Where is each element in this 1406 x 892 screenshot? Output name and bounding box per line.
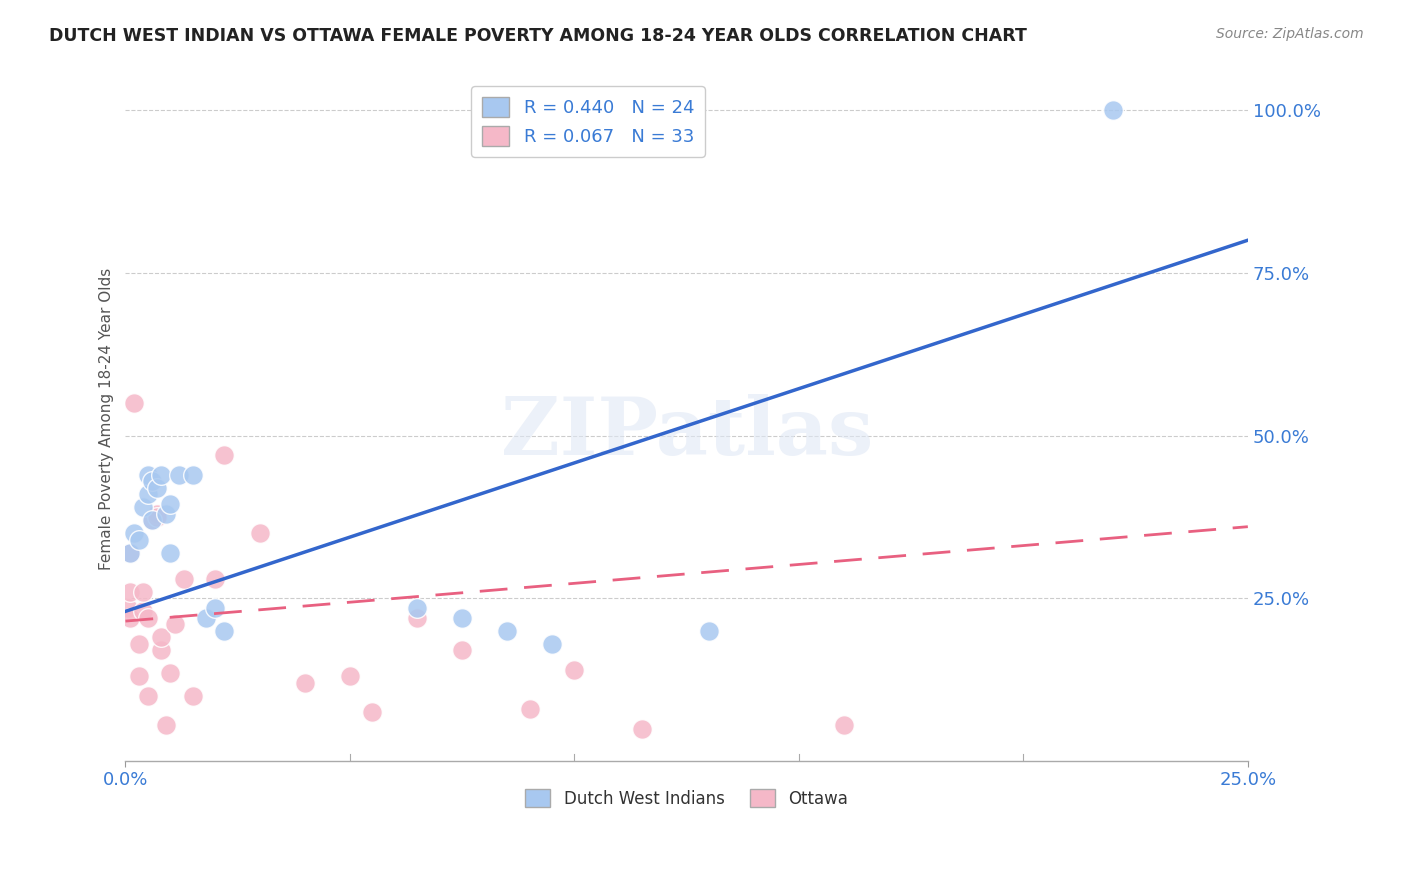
Point [136, 487, 159, 501]
Point [212, 448, 235, 462]
Point [155, 507, 177, 521]
Point [451, 643, 474, 657]
Point [195, 611, 218, 625]
Point [132, 500, 155, 515]
Point [117, 601, 139, 615]
Point [146, 510, 169, 524]
Point [496, 624, 519, 638]
Point [169, 467, 191, 482]
Point [146, 507, 169, 521]
Point [128, 533, 150, 547]
Point [118, 611, 141, 625]
Point [519, 702, 541, 716]
Point [159, 666, 181, 681]
Point [541, 637, 564, 651]
Point [294, 676, 316, 690]
Point [181, 689, 204, 703]
Point [141, 513, 163, 527]
Point [124, 396, 146, 410]
Point [159, 546, 181, 560]
Point [163, 617, 186, 632]
Point [141, 474, 163, 488]
Point [136, 467, 159, 482]
Point [128, 637, 150, 651]
Point [339, 669, 361, 683]
Point [132, 584, 155, 599]
Point [118, 584, 141, 599]
Point [132, 604, 155, 618]
Point [564, 663, 586, 677]
Point [146, 481, 169, 495]
Point [406, 611, 429, 625]
Point [630, 722, 652, 736]
Y-axis label: Female Poverty Among 18-24 Year Olds: Female Poverty Among 18-24 Year Olds [100, 268, 114, 570]
Point [118, 546, 141, 560]
Point [155, 718, 177, 732]
Point [204, 601, 226, 615]
Point [150, 643, 173, 657]
Point [1102, 103, 1125, 117]
Point [136, 689, 159, 703]
Text: DUTCH WEST INDIAN VS OTTAWA FEMALE POVERTY AMONG 18-24 YEAR OLDS CORRELATION CHA: DUTCH WEST INDIAN VS OTTAWA FEMALE POVER… [49, 27, 1028, 45]
Point [697, 624, 720, 638]
Point [136, 611, 159, 625]
Point [173, 572, 195, 586]
Text: ZIPatlas: ZIPatlas [501, 394, 873, 472]
Point [204, 572, 226, 586]
Point [141, 513, 163, 527]
Point [150, 467, 173, 482]
Point [159, 497, 181, 511]
Point [128, 669, 150, 683]
Point [212, 624, 235, 638]
Point [124, 526, 146, 541]
Point [118, 546, 141, 560]
Point [406, 601, 429, 615]
Point [249, 526, 271, 541]
Point [451, 611, 474, 625]
Point [361, 705, 384, 719]
Legend: Dutch West Indians, Ottawa: Dutch West Indians, Ottawa [519, 782, 855, 814]
Point [832, 718, 855, 732]
Text: Source: ZipAtlas.com: Source: ZipAtlas.com [1216, 27, 1364, 41]
Point [150, 631, 173, 645]
Point [181, 467, 204, 482]
